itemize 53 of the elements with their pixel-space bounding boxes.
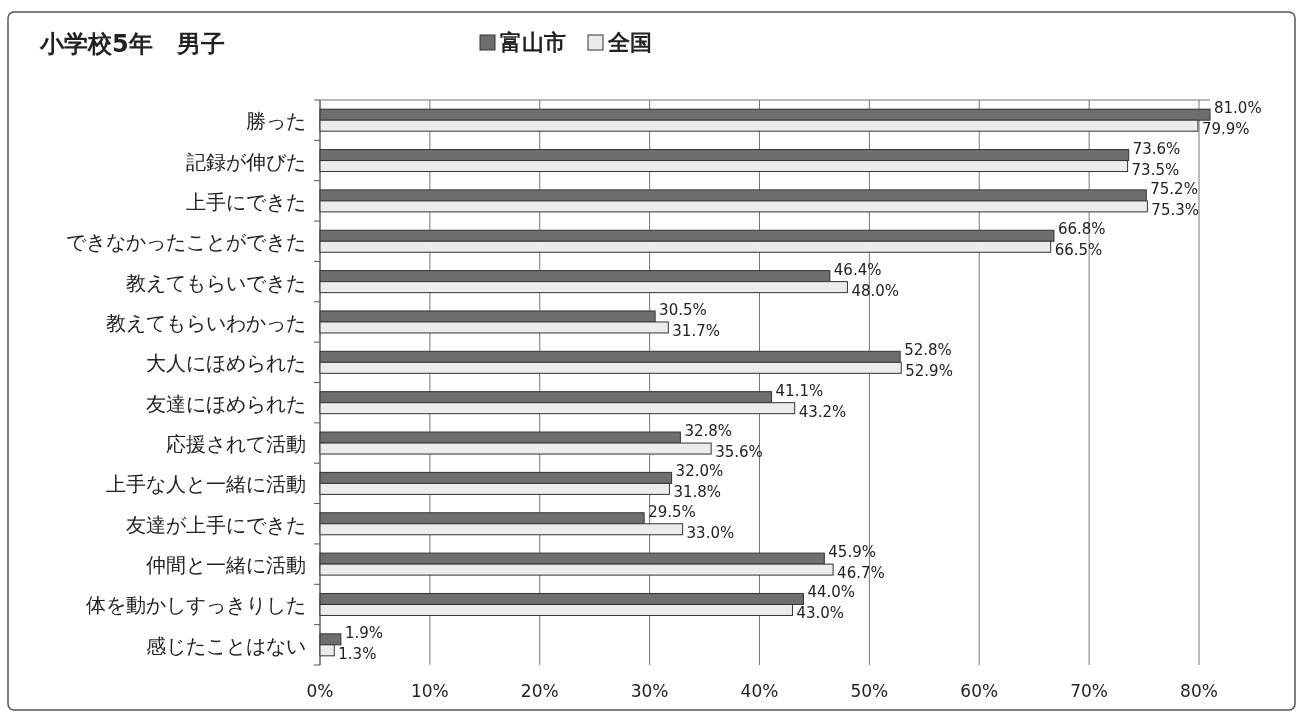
data-label: 73.5% — [1131, 160, 1180, 179]
data-label: 43.2% — [798, 402, 847, 421]
data-label: 32.0% — [675, 462, 724, 481]
data-label: 43.0% — [796, 604, 845, 623]
data-label: 31.7% — [672, 321, 720, 340]
data-label: 46.4% — [833, 260, 882, 279]
y-tick-label: 大人にほめられた — [146, 351, 306, 376]
y-tick-label: 記録が伸びた — [186, 149, 306, 174]
data-label: 52.8% — [904, 341, 952, 360]
y-tick-label: 友達にほめられた — [146, 391, 306, 416]
x-tick-label: 0% — [306, 681, 334, 701]
x-tick-label: 70% — [1070, 681, 1109, 701]
x-tick-label: 20% — [520, 681, 559, 701]
data-label: 75.3% — [1151, 200, 1200, 219]
data-label: 32.8% — [684, 422, 733, 441]
x-tick-label: 30% — [630, 681, 669, 701]
data-label: 30.5% — [659, 300, 707, 319]
y-tick-label: 感じたことはない — [146, 633, 306, 658]
y-tick-label: 応援されて活動 — [166, 432, 306, 457]
data-label: 79.9% — [1201, 120, 1250, 139]
y-tick-label: 仲間と一緒に活動 — [146, 553, 306, 578]
y-tick-label: 勝った — [246, 109, 306, 134]
data-label: 48.0% — [851, 281, 900, 300]
y-tick-label: 教えてもらいできた — [126, 270, 306, 295]
chart-title: 小学校5年 男子 — [39, 30, 225, 58]
data-label: 46.7% — [837, 564, 885, 583]
y-tick-label: 上手な人と一緒に活動 — [106, 472, 306, 497]
data-label: 73.6% — [1132, 139, 1181, 158]
y-tick-label: できなかったことができた — [66, 230, 306, 255]
data-label: 41.1% — [775, 381, 824, 400]
legend-label: 全国 — [607, 30, 652, 55]
data-label: 44.0% — [807, 583, 856, 602]
data-label: 52.9% — [905, 362, 953, 381]
y-tick-label: 友達が上手にできた — [126, 512, 306, 537]
data-label: 29.5% — [648, 502, 696, 521]
data-label: 66.5% — [1054, 241, 1103, 260]
data-label: 31.8% — [673, 483, 722, 502]
data-label: 75.2% — [1150, 179, 1198, 198]
x-tick-label: 60% — [960, 681, 999, 701]
x-tick-label: 10% — [410, 681, 449, 701]
data-label: 66.8% — [1057, 220, 1106, 239]
data-label: 33.0% — [686, 523, 735, 542]
y-tick-label: 教えてもらいわかった — [106, 310, 306, 335]
y-tick-label: 上手にできた — [186, 189, 306, 214]
x-tick-label: 40% — [740, 681, 779, 701]
data-label: 1.3% — [338, 644, 377, 663]
data-label: 81.0% — [1214, 99, 1262, 118]
legend-label: 富山市 — [500, 30, 566, 55]
data-label: 1.9% — [344, 623, 383, 642]
x-tick-label: 50% — [850, 681, 889, 701]
x-tick-label: 80% — [1180, 681, 1218, 701]
data-label: 45.9% — [828, 543, 876, 562]
y-tick-label: 体を動かしすっきりした — [86, 593, 306, 618]
